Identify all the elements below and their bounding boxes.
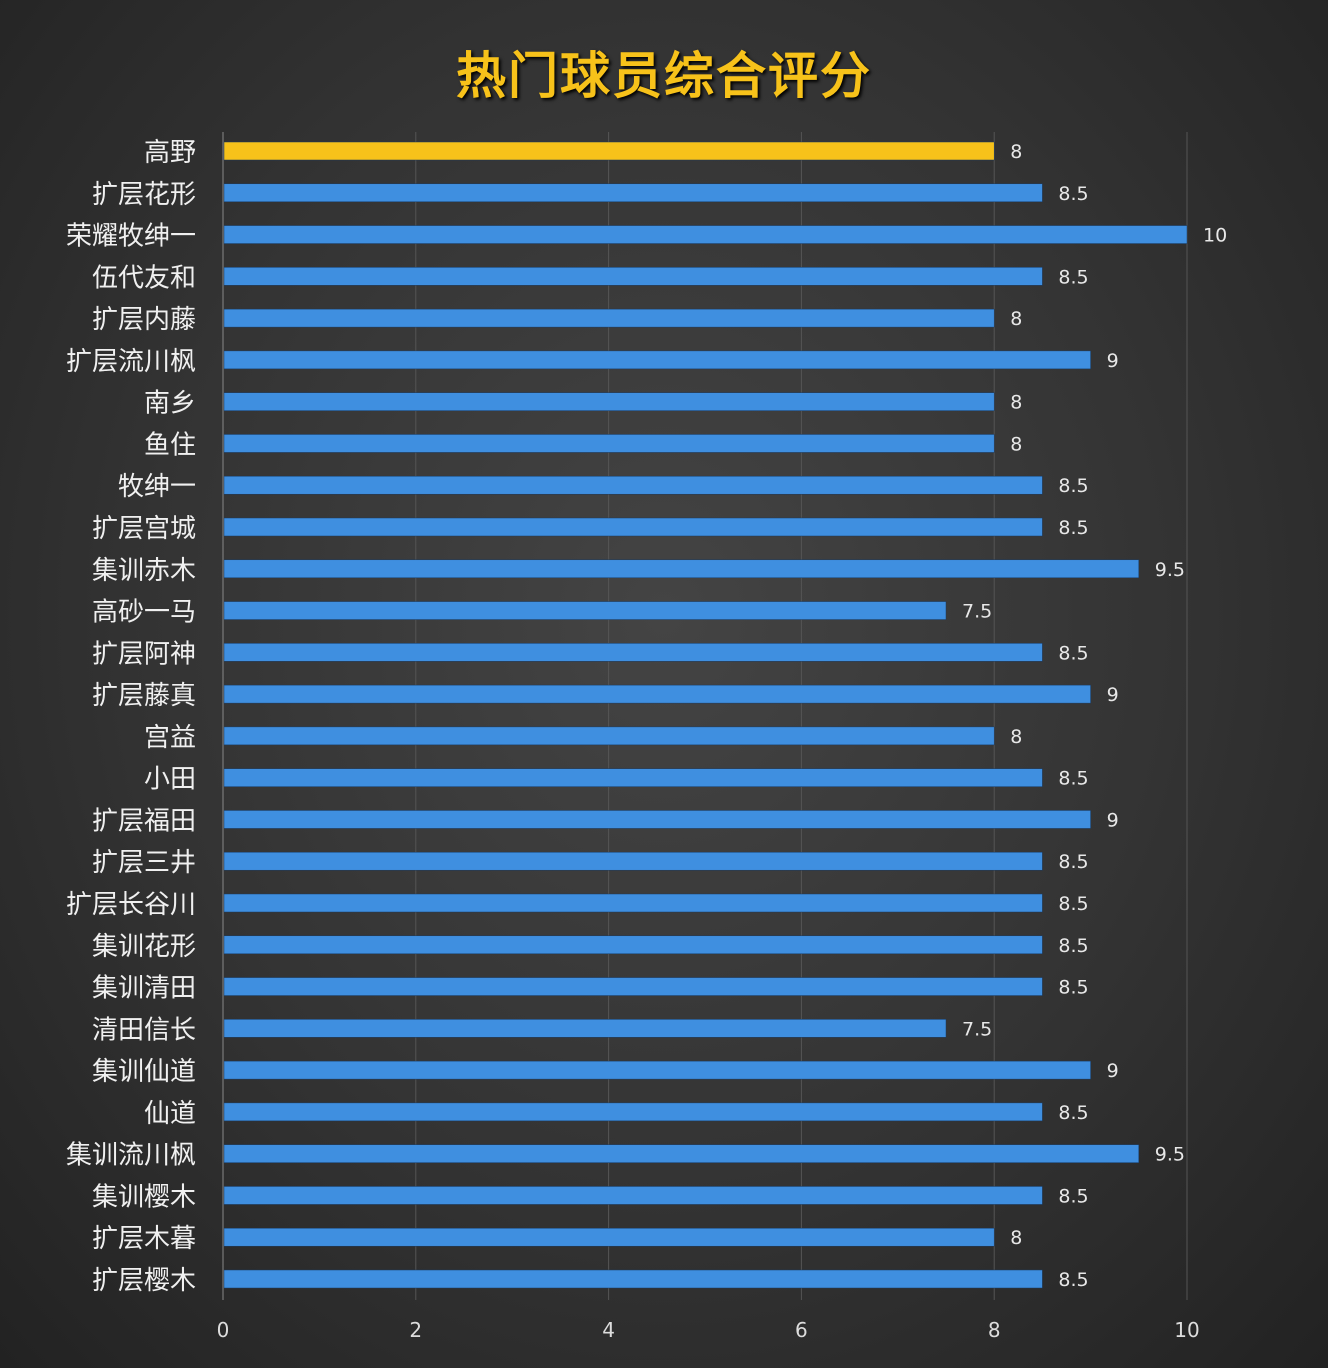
category-label: 扩层花形 (92, 180, 196, 210)
x-tick-label: 6 (795, 1318, 808, 1342)
data-label: 8.5 (1058, 517, 1088, 539)
category-label: 高砂一马 (92, 598, 196, 628)
x-tick-label: 8 (988, 1318, 1001, 1342)
bar (223, 768, 1043, 787)
bar (223, 935, 1043, 955)
data-label: 8.5 (1058, 266, 1088, 288)
category-label: 仙道 (144, 1099, 196, 1129)
data-label: 8 (1010, 141, 1022, 163)
bar (223, 308, 995, 328)
data-label: 10 (1203, 225, 1227, 247)
bar (223, 392, 995, 411)
bar (223, 1060, 1091, 1080)
category-label: 扩层宫城 (92, 514, 196, 544)
data-label: 8.5 (1058, 768, 1088, 790)
bar (223, 183, 1043, 203)
category-label: 扩层木暮 (92, 1224, 196, 1254)
category-label: 高野 (144, 138, 196, 168)
x-tick-label: 0 (217, 1318, 230, 1342)
category-label: 集训清田 (92, 974, 196, 1004)
category-label: 清田信长 (92, 1015, 196, 1045)
data-label: 8.5 (1058, 935, 1088, 957)
x-tick-label: 10 (1174, 1318, 1199, 1342)
bar (223, 977, 1043, 996)
data-label: 7.5 (962, 1018, 992, 1040)
bar (223, 434, 995, 453)
category-label: 扩层阿神 (92, 639, 196, 669)
data-label: 8 (1010, 433, 1022, 455)
bar (223, 601, 947, 620)
category-label: 集训花形 (92, 932, 196, 962)
category-label: 扩层福田 (92, 806, 196, 836)
x-tick-label: 4 (602, 1318, 615, 1342)
category-label: 扩层三井 (92, 848, 196, 878)
data-label: 8.5 (1058, 475, 1088, 497)
category-label: 扩层内藤 (92, 305, 196, 335)
category-label: 南乡 (144, 389, 196, 419)
data-label: 8.5 (1058, 851, 1088, 873)
chart-title: 热门球员综合评分 (456, 47, 872, 105)
category-label: 扩层樱木 (92, 1266, 196, 1296)
bar (223, 141, 995, 161)
data-label: 8.5 (1058, 977, 1088, 999)
data-label: 8.5 (1058, 642, 1088, 664)
bar (223, 810, 1091, 829)
category-label: 牧绅一 (118, 472, 196, 502)
category-label: 小田 (144, 765, 196, 795)
data-label: 9.5 (1155, 1144, 1185, 1166)
data-label: 8.5 (1058, 183, 1088, 205)
data-label: 8 (1010, 726, 1022, 748)
data-label: 9 (1107, 350, 1119, 372)
bar (223, 1019, 947, 1038)
bar (223, 559, 1140, 579)
category-label: 荣耀牧绅一 (66, 222, 196, 252)
x-tick-label: 2 (409, 1318, 422, 1342)
data-label: 9 (1107, 1060, 1119, 1082)
category-label: 集训樱木 (92, 1182, 196, 1212)
data-label: 8 (1010, 1227, 1022, 1249)
data-label: 9.5 (1155, 559, 1185, 581)
data-label: 8.5 (1058, 1102, 1088, 1124)
data-label: 8.5 (1058, 893, 1088, 915)
data-label: 9 (1107, 809, 1119, 831)
bar (223, 267, 1043, 286)
category-label: 扩层流川枫 (66, 347, 196, 377)
data-label: 8 (1010, 308, 1022, 330)
bar (223, 225, 1188, 244)
bar (223, 726, 995, 746)
data-label: 8.5 (1058, 1185, 1088, 1207)
data-label: 9 (1107, 684, 1119, 706)
category-label: 扩层长谷川 (66, 890, 196, 920)
category-label: 宫益 (144, 723, 196, 753)
category-label: 集训仙道 (92, 1057, 196, 1087)
bar (223, 1269, 1043, 1289)
data-label: 8.5 (1058, 1269, 1088, 1291)
bar (223, 475, 1043, 495)
bar (223, 684, 1091, 704)
category-label: 集训赤木 (92, 556, 196, 586)
category-label: 鱼住 (144, 430, 196, 460)
data-label: 8 (1010, 392, 1022, 414)
bar (223, 893, 1043, 913)
bar (223, 1144, 1140, 1163)
bar (223, 643, 1043, 662)
category-label: 集训流川枫 (66, 1141, 196, 1171)
bar (223, 517, 1043, 537)
data-label: 7.5 (962, 601, 992, 623)
bar (223, 1227, 995, 1247)
bar (223, 1102, 1043, 1122)
bar (223, 851, 1043, 871)
category-label: 伍代友和 (92, 263, 196, 293)
bar (223, 350, 1091, 370)
category-label: 扩层藤真 (92, 681, 196, 711)
bar (223, 1186, 1043, 1205)
